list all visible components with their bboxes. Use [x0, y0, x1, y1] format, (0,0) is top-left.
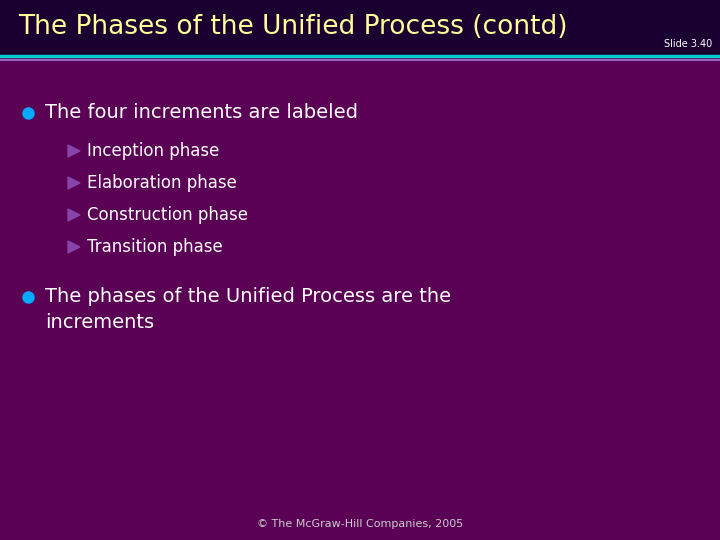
Text: © The McGraw-Hill Companies, 2005: © The McGraw-Hill Companies, 2005 [257, 519, 463, 529]
Text: Elaboration phase: Elaboration phase [87, 174, 237, 192]
Text: The four increments are labeled: The four increments are labeled [45, 104, 358, 123]
Bar [0, 0, 720, 55]
Polygon shape [68, 145, 80, 157]
Polygon shape [68, 241, 80, 253]
Polygon shape [68, 209, 80, 221]
Text: increments: increments [45, 314, 154, 333]
Text: Slide 3.40: Slide 3.40 [664, 39, 712, 49]
Text: Inception phase: Inception phase [87, 142, 220, 160]
Text: Transition phase: Transition phase [87, 238, 222, 256]
Text: The phases of the Unified Process are the: The phases of the Unified Process are th… [45, 287, 451, 307]
Polygon shape [68, 177, 80, 189]
Text: The Phases of the Unified Process (contd): The Phases of the Unified Process (contd… [18, 15, 567, 40]
Text: Construction phase: Construction phase [87, 206, 248, 224]
